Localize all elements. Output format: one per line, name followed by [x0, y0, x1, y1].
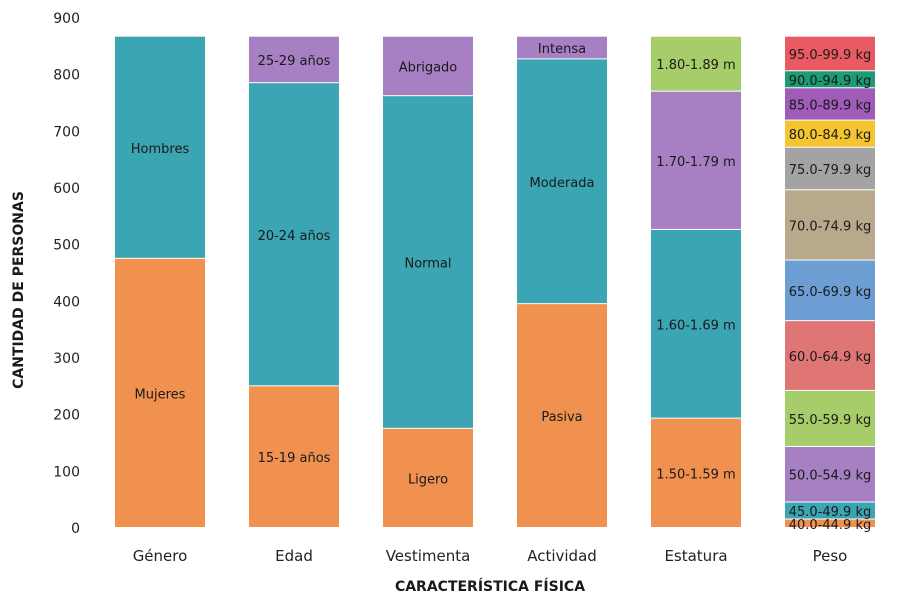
y-tick-label: 700 — [53, 124, 80, 140]
x-category-label: Vestimenta — [386, 547, 471, 565]
bar-segment — [115, 258, 205, 527]
y-tick-label: 400 — [53, 294, 80, 310]
segment-label: 1.80-1.89 m — [656, 58, 735, 73]
bar-segment — [249, 83, 339, 386]
x-category-label: Género — [133, 547, 188, 565]
bar-segment — [785, 446, 875, 502]
bar-segment — [651, 91, 741, 229]
x-axis-title: CARACTERÍSTICA FÍSICA — [395, 578, 585, 595]
bar-segment — [785, 36, 875, 71]
segment-label: 80.0-84.9 kg — [789, 128, 872, 143]
segment-label: 95.0-99.9 kg — [789, 48, 872, 63]
segment-label: 90.0-94.9 kg — [789, 74, 872, 89]
bars-group: Mujeres Hombres 15-19 años 20-24 años 25-29 … — [115, 36, 875, 533]
bar-segment — [785, 390, 875, 446]
bar-segment — [785, 260, 875, 321]
bar-segment — [785, 519, 875, 527]
segment-label: Ligero — [408, 472, 448, 487]
bar-segment — [651, 229, 741, 418]
x-category-label: Edad — [275, 547, 313, 565]
y-tick-label: 900 — [53, 11, 80, 27]
bar-segment — [785, 147, 875, 190]
bar-segment — [785, 71, 875, 88]
segment-label: 65.0-69.9 kg — [789, 285, 872, 300]
bar-segment — [517, 59, 607, 304]
x-category-label: Estatura — [664, 547, 727, 565]
bar-stack: Pasiva Moderada Intensa — [517, 36, 607, 527]
bar-segment — [383, 96, 473, 428]
segment-label: 55.0-59.9 kg — [789, 413, 872, 428]
bar-stack: 15-19 años 20-24 años 25-29 años — [249, 36, 339, 527]
bar-segment — [115, 36, 205, 258]
segment-label: 70.0-74.9 kg — [789, 219, 872, 234]
bar-segment — [785, 502, 875, 519]
segment-label: 1.50-1.59 m — [656, 467, 735, 482]
bar-segment — [785, 88, 875, 120]
bar-segment — [785, 190, 875, 260]
bar-segment — [383, 428, 473, 527]
segment-label: Mujeres — [135, 387, 186, 402]
segment-label: Pasiva — [541, 410, 582, 425]
y-tick-label: 0 — [71, 521, 80, 537]
y-axis-title: CANTIDAD DE PERSONAS — [11, 191, 27, 389]
bar-segment — [785, 120, 875, 147]
y-tick-label: 800 — [53, 68, 80, 84]
segment-label: 20-24 años — [258, 229, 331, 244]
bar-segment — [249, 36, 339, 83]
segment-label: Intensa — [538, 42, 586, 57]
bar-segment — [383, 36, 473, 96]
segment-label: 25-29 años — [258, 54, 331, 69]
segment-label: Moderada — [530, 176, 595, 191]
x-axis-categories: Género Edad Vestimenta Actividad Estatura Pes… — [133, 547, 848, 565]
segment-label: 1.70-1.79 m — [656, 155, 735, 170]
y-tick-label: 100 — [53, 464, 80, 480]
bar-stack: Mujeres Hombres — [115, 36, 205, 527]
y-tick-label: 300 — [53, 351, 80, 367]
y-tick-label: 200 — [53, 408, 80, 424]
bar-stack: 1.50-1.59 m 1.60-1.69 m 1.70-1.79 m 1.80-1.… — [651, 36, 741, 527]
y-tick-label: 600 — [53, 181, 80, 197]
segment-label: 40.0-44.9 kg — [789, 518, 872, 533]
segment-label: 75.0-79.9 kg — [789, 163, 872, 178]
segment-label: Normal — [404, 257, 451, 272]
y-axis-ticks: 0 100 200 300 400 500 600 700 800 900 — [53, 11, 80, 537]
x-category-label: Peso — [813, 547, 848, 565]
segment-label: 85.0-89.9 kg — [789, 98, 872, 113]
segment-label: 1.60-1.69 m — [656, 318, 735, 333]
bar-segment — [651, 36, 741, 91]
segment-label: 50.0-54.9 kg — [789, 469, 872, 484]
x-category-label: Actividad — [527, 547, 597, 565]
segment-label: Abrigado — [399, 60, 458, 75]
y-tick-label: 500 — [53, 238, 80, 254]
segment-label: 15-19 años — [258, 451, 331, 466]
bar-segment — [249, 386, 339, 527]
bar-stack: Ligero Normal Abrigado — [383, 36, 473, 527]
bar-segment — [517, 36, 607, 59]
bar-segment — [651, 418, 741, 527]
bar-segment — [785, 321, 875, 390]
segment-label: 45.0-49.9 kg — [789, 505, 872, 520]
bar-segment — [517, 304, 607, 527]
segment-label: Hombres — [131, 142, 190, 157]
segment-label: 60.0-64.9 kg — [789, 350, 872, 365]
